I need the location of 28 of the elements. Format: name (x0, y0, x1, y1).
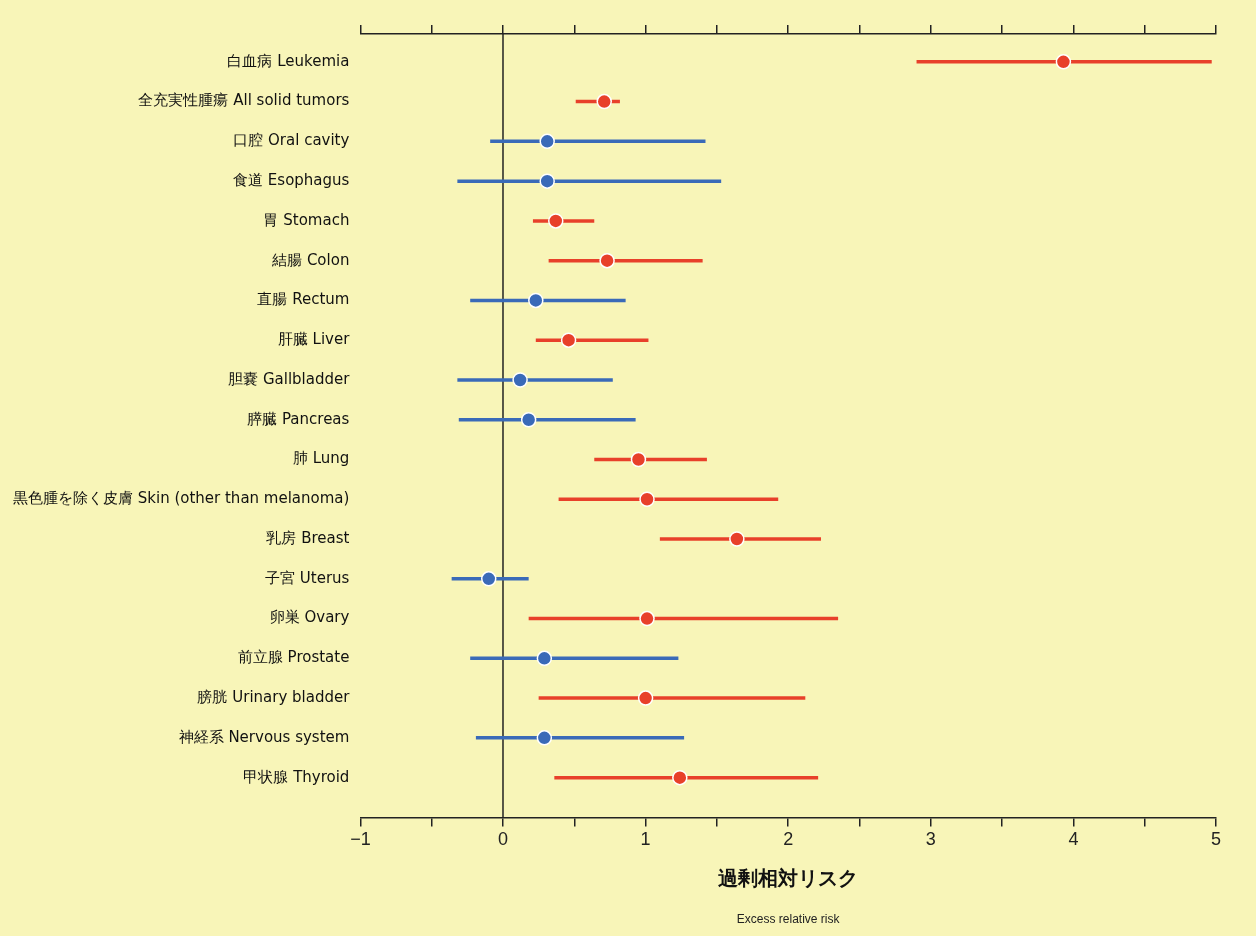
y-tick-label: 子宮 Uterus (265, 568, 350, 587)
y-tick-label: 食道 Esophagus (233, 171, 350, 190)
x-tick-label: −1 (350, 829, 371, 850)
y-tick-label: 白血病 Leukemia (227, 51, 350, 70)
x-tick-label: 4 (1068, 829, 1079, 850)
y-tick-label: 甲状腺 Thyroid (243, 767, 350, 786)
y-tick-label: 黒色腫を除く皮膚 Skin (other than melanoma) (12, 489, 350, 508)
y-tick-label: 膵臓 Pancreas (247, 409, 350, 428)
y-tick-label: 卵巣 Ovary (269, 608, 350, 627)
y-tick-label: 全充実性腫瘍 All solid tumors (138, 91, 350, 110)
y-tick-label: 口腔 Oral cavity (233, 131, 350, 150)
x-tick-label: 1 (640, 829, 651, 850)
y-tick-label: 乳房 Breast (266, 528, 350, 547)
y-tick-label: 前立腺 Prostate (237, 648, 350, 667)
y-tick-label: 肺 Lung (292, 449, 350, 468)
x-tick-label: 5 (1210, 829, 1222, 850)
y-tick-label: 膀胱 Urinary bladder (197, 687, 351, 706)
x-tick-label: 2 (783, 829, 794, 850)
y-tick-label: 肝臓 Liver (277, 330, 351, 349)
y-tick-label: 直腸 Rectum (257, 290, 350, 309)
x-tick-label: 0 (497, 829, 508, 850)
x-tick-label: 3 (925, 829, 936, 850)
y-tick-label: 神経系 Nervous system (178, 727, 350, 746)
x-axis-title: 過剰相対リスク (717, 866, 859, 891)
y-tick-label: 胆嚢 Gallbladder (228, 369, 351, 388)
text: Excess relative risk (736, 912, 840, 926)
y-tick-label: 結腸 Colon (271, 250, 350, 269)
y-tick-label: 胃 Stomach (263, 210, 350, 229)
